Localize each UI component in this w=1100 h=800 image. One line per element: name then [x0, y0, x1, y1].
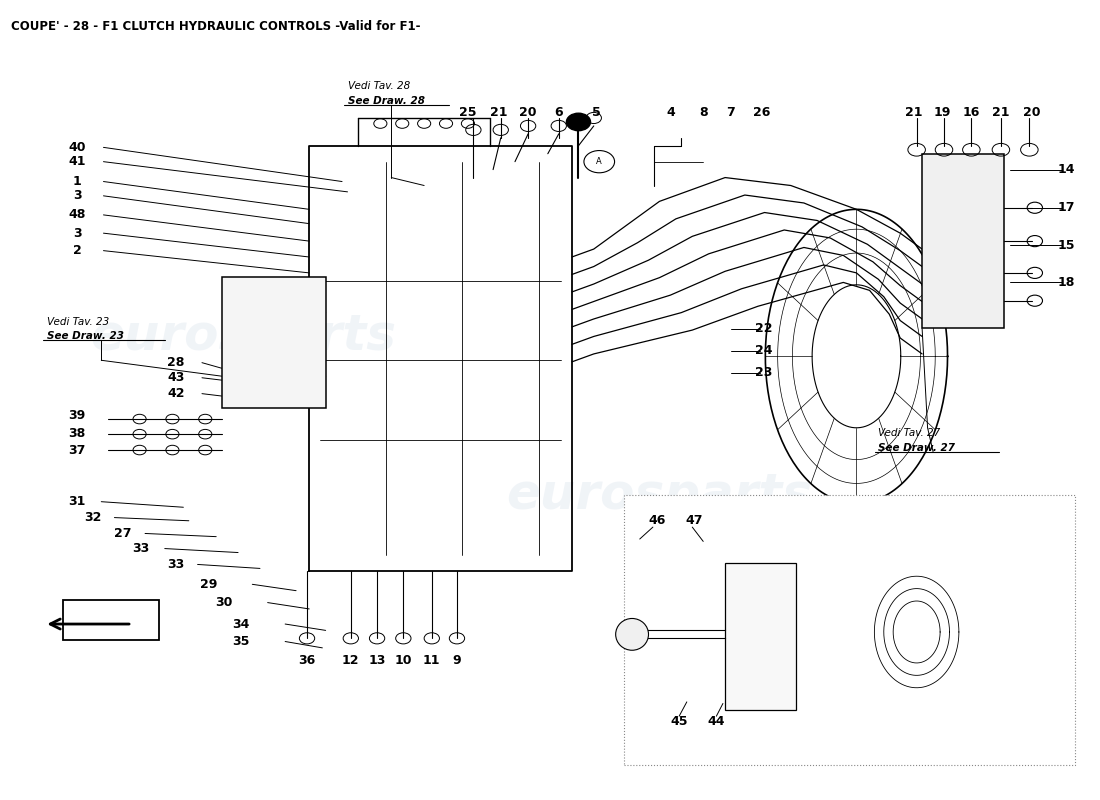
Text: 3: 3 [73, 226, 81, 240]
Text: 13: 13 [368, 654, 386, 667]
Text: 33: 33 [132, 542, 150, 555]
Text: 2: 2 [73, 244, 81, 257]
Text: 34: 34 [233, 618, 250, 630]
Text: Vedi Tav. 23: Vedi Tav. 23 [46, 317, 109, 327]
Text: 45: 45 [670, 715, 688, 728]
Circle shape [566, 114, 591, 130]
Text: 46: 46 [649, 514, 666, 527]
Text: 23: 23 [755, 366, 772, 379]
Text: 38: 38 [68, 427, 86, 440]
Text: Vedi Tav. 27: Vedi Tav. 27 [878, 428, 940, 438]
Text: 48: 48 [68, 208, 86, 222]
Text: 29: 29 [200, 578, 217, 591]
Text: 15: 15 [1058, 238, 1076, 251]
Text: 17: 17 [1058, 202, 1076, 214]
Text: 27: 27 [114, 527, 132, 540]
Text: 40: 40 [68, 141, 86, 154]
Text: 28: 28 [167, 356, 185, 369]
Bar [625, 495, 1076, 766]
Text: eurosparts: eurosparts [506, 471, 813, 519]
Text: 10: 10 [395, 654, 412, 667]
Text: 22: 22 [755, 322, 772, 335]
Text: 21: 21 [992, 106, 1010, 119]
Text: See Draw. 28: See Draw. 28 [348, 96, 425, 106]
Text: 4: 4 [666, 106, 674, 119]
Text: 39: 39 [68, 410, 86, 422]
Text: 47: 47 [685, 514, 703, 527]
Ellipse shape [616, 618, 649, 650]
Text: See Draw. 27: See Draw. 27 [878, 442, 955, 453]
Text: 9: 9 [453, 654, 461, 667]
Text: 7: 7 [726, 106, 735, 119]
Text: 12: 12 [342, 654, 360, 667]
Text: 25: 25 [459, 106, 476, 119]
Text: 19: 19 [933, 106, 950, 119]
Bar [725, 563, 796, 710]
Text: 21: 21 [904, 106, 922, 119]
Text: 35: 35 [233, 635, 250, 648]
Text: 36: 36 [298, 654, 316, 667]
Text: 41: 41 [68, 155, 86, 168]
Bar [222, 277, 326, 408]
Text: 37: 37 [68, 444, 86, 458]
Text: 3: 3 [73, 190, 81, 202]
Text: 8: 8 [698, 106, 707, 119]
Text: 20: 20 [519, 106, 537, 119]
Text: 1: 1 [73, 175, 81, 188]
Text: 24: 24 [755, 344, 772, 358]
Text: COUPE' - 28 - F1 CLUTCH HYDRAULIC CONTROLS -Valid for F1-: COUPE' - 28 - F1 CLUTCH HYDRAULIC CONTRO… [11, 20, 420, 33]
Text: 21: 21 [490, 106, 507, 119]
Text: 31: 31 [68, 495, 86, 508]
Text: Vedi Tav. 28: Vedi Tav. 28 [348, 81, 410, 91]
Text: eurosparts: eurosparts [90, 313, 397, 361]
Text: 44: 44 [707, 715, 725, 728]
Text: 32: 32 [84, 511, 101, 524]
Text: 43: 43 [167, 371, 185, 384]
Text: 42: 42 [167, 387, 185, 400]
Text: 11: 11 [424, 654, 440, 667]
Text: See Draw. 23: See Draw. 23 [46, 331, 123, 342]
Text: A: A [596, 157, 602, 166]
Text: 5: 5 [592, 106, 601, 119]
Bar [922, 154, 1004, 329]
Text: 18: 18 [1058, 276, 1076, 289]
Text: 26: 26 [752, 106, 770, 119]
Text: 16: 16 [962, 106, 980, 119]
FancyBboxPatch shape [63, 600, 160, 640]
Text: 6: 6 [554, 106, 563, 119]
Text: 33: 33 [167, 558, 185, 571]
Text: 14: 14 [1058, 163, 1076, 176]
Text: 20: 20 [1023, 106, 1041, 119]
Text: 30: 30 [216, 596, 232, 609]
